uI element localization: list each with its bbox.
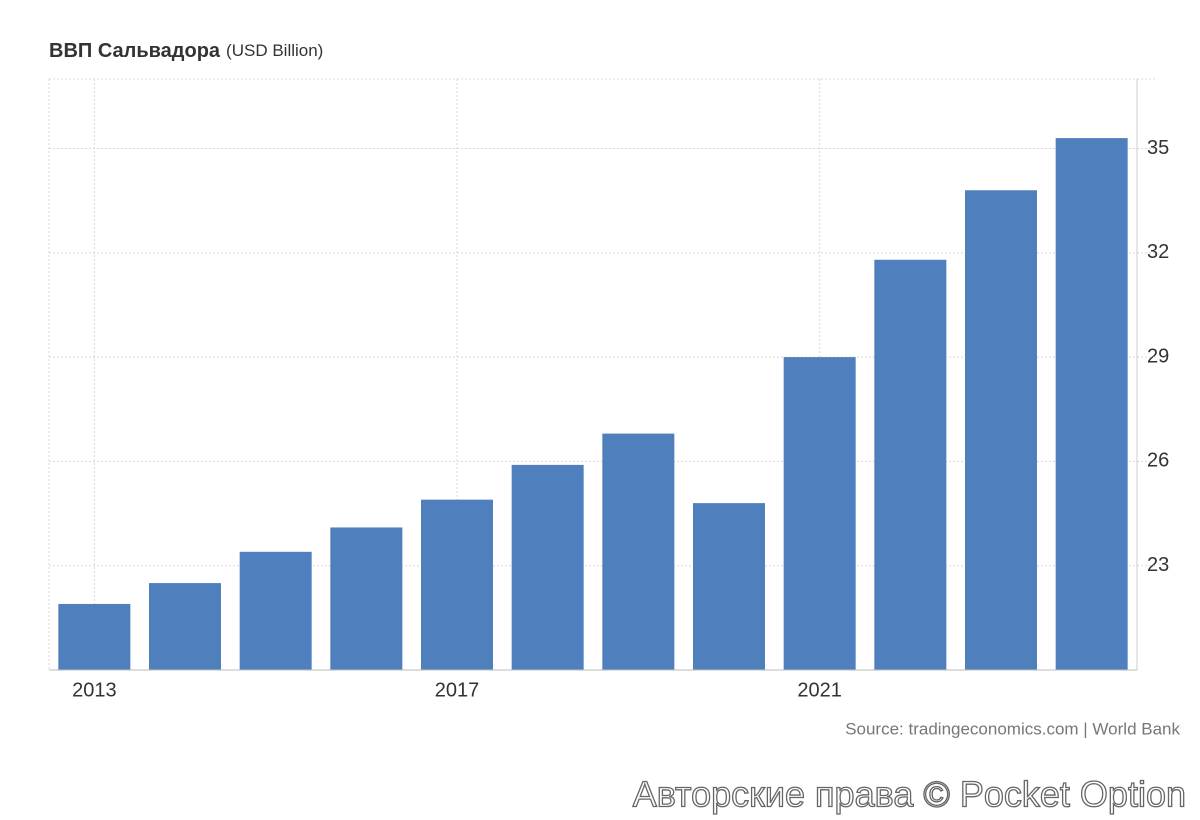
bar xyxy=(511,464,584,670)
y-tick-label: 26 xyxy=(1147,450,1169,472)
bar xyxy=(602,433,675,670)
x-tick-label: 2021 xyxy=(797,679,842,701)
bar xyxy=(965,190,1037,670)
x-tick-label: 2017 xyxy=(435,679,480,701)
watermark: Авторские права © Pocket Option xyxy=(633,774,1186,815)
bar xyxy=(783,357,856,670)
chart-subtitle: (USD Billion) xyxy=(226,41,323,60)
bar xyxy=(239,551,312,670)
bar xyxy=(330,527,403,670)
y-tick-label: 32 xyxy=(1147,241,1169,263)
bar xyxy=(1055,138,1128,671)
y-tick-label: 35 xyxy=(1147,137,1169,159)
title-main: ВВП Сальвадора xyxy=(49,40,221,62)
y-tick-label: 23 xyxy=(1147,554,1169,576)
chart-title: ВВП Сальвадора (USD Billion) xyxy=(49,40,323,62)
bar xyxy=(874,259,947,670)
x-tick-label: 2013 xyxy=(72,679,117,701)
bar xyxy=(421,499,493,670)
y-tick-label: 29 xyxy=(1147,345,1169,367)
bar xyxy=(58,603,131,670)
bar xyxy=(693,503,765,670)
bar xyxy=(149,583,221,670)
source: Source: tradingeconomics.com | World Ban… xyxy=(845,719,1180,738)
